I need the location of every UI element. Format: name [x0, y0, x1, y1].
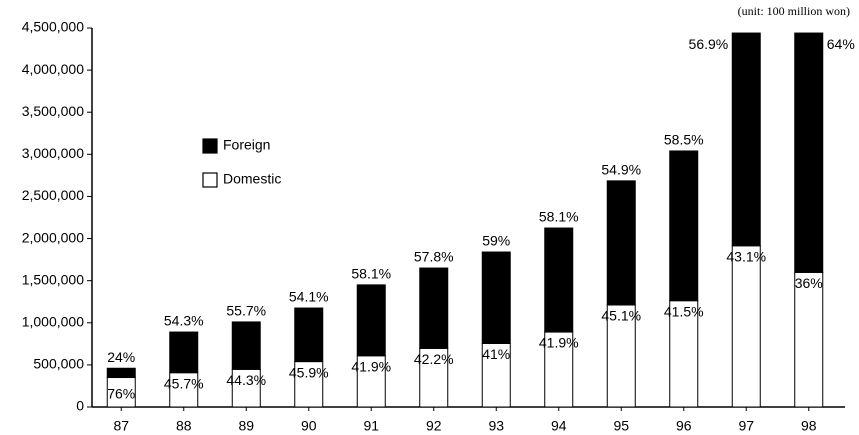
- segment-label: 55.7%: [226, 303, 266, 319]
- x-tick-label: 87: [113, 418, 129, 434]
- segment-label: 45.1%: [601, 308, 641, 324]
- x-tick-label: 91: [363, 418, 379, 434]
- bar-segment: [606, 304, 636, 408]
- segment-label: 44.3%: [226, 372, 266, 388]
- bar-segment: [544, 331, 574, 408]
- bar-segment: [169, 331, 199, 374]
- bar-segment: [669, 150, 699, 302]
- segment-label: 64%: [827, 36, 855, 52]
- segment-label: 41%: [482, 346, 510, 362]
- segment-label: 41.5%: [664, 303, 704, 319]
- x-tick-label: 97: [738, 418, 754, 434]
- segment-label: 58.1%: [539, 209, 579, 225]
- y-tick-label: 1,500,000: [22, 271, 84, 287]
- bar-segment: [294, 361, 324, 408]
- y-tick-label: 4,000,000: [22, 61, 84, 77]
- bar-segment: [481, 251, 511, 344]
- bar-segment: [106, 377, 136, 408]
- x-tick-label: 92: [426, 418, 442, 434]
- x-tick-label: 88: [176, 418, 192, 434]
- bar-segment: [231, 321, 261, 370]
- bar-segment: [731, 245, 761, 408]
- segment-label: 57.8%: [414, 249, 454, 265]
- bar-segment: [794, 32, 824, 273]
- legend-label: Foreign: [223, 137, 270, 153]
- segment-label: 36%: [795, 275, 823, 291]
- segment-label: 76%: [107, 386, 135, 402]
- bar-segment: [544, 227, 574, 333]
- bar-segment: [356, 284, 386, 357]
- x-tick-label: 98: [801, 418, 817, 434]
- segment-label: 58.1%: [351, 266, 391, 282]
- segment-label: 56.9%: [689, 36, 729, 52]
- bar-segment: [231, 368, 261, 408]
- y-tick-label: 0: [76, 398, 84, 414]
- segment-label: 45.7%: [164, 375, 204, 391]
- x-tick-label: 95: [613, 418, 629, 434]
- legend-label: Domestic: [223, 171, 281, 187]
- bar-segment: [169, 372, 199, 408]
- segment-label: 54.9%: [601, 162, 641, 178]
- segment-label: 58.5%: [664, 132, 704, 148]
- bar-segment: [294, 307, 324, 363]
- bar-segment: [419, 347, 449, 408]
- bar-segment: [481, 342, 511, 408]
- y-tick-label: 2,000,000: [22, 229, 84, 245]
- segment-label: 41.9%: [539, 335, 579, 351]
- bar-segment: [606, 180, 636, 306]
- segment-label: 42.2%: [414, 351, 454, 367]
- segment-label: 45.9%: [289, 364, 329, 380]
- segment-label: 54.1%: [289, 289, 329, 305]
- y-tick-label: 4,500,000: [22, 19, 84, 35]
- bar-segment: [794, 271, 824, 408]
- segment-label: 59%: [482, 233, 510, 249]
- bar-segment: [106, 367, 136, 379]
- y-tick-label: 1,000,000: [22, 313, 84, 329]
- y-tick-label: 500,000: [33, 356, 84, 372]
- legend-swatch: [202, 138, 218, 154]
- legend-swatch: [202, 172, 218, 188]
- x-tick-label: 90: [301, 418, 317, 434]
- segment-label: 54.3%: [164, 313, 204, 329]
- segment-label: 24%: [107, 349, 135, 365]
- segment-label: 43.1%: [726, 249, 766, 265]
- bar-segment: [731, 32, 761, 247]
- y-tick-label: 3,500,000: [22, 103, 84, 119]
- x-tick-label: 89: [238, 418, 254, 434]
- x-tick-label: 96: [676, 418, 692, 434]
- segment-label: 41.9%: [351, 358, 391, 374]
- x-tick-label: 94: [551, 418, 567, 434]
- x-tick-label: 93: [488, 418, 504, 434]
- bar-segment: [356, 355, 386, 408]
- y-tick-label: 3,000,000: [22, 145, 84, 161]
- unit-note: (unit: 100 million won): [738, 4, 850, 18]
- y-tick-label: 2,500,000: [22, 187, 84, 203]
- bar-segment: [419, 267, 449, 349]
